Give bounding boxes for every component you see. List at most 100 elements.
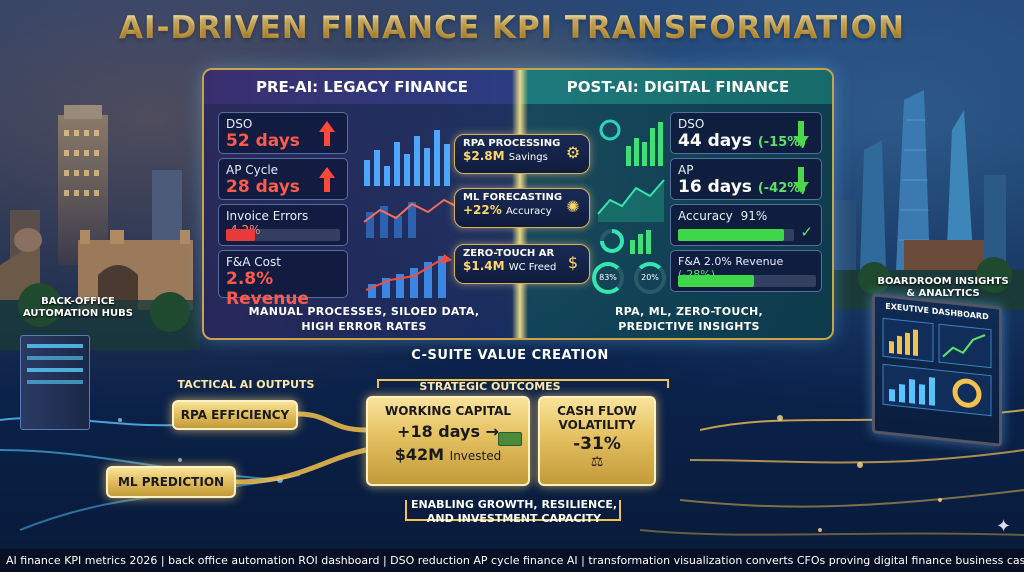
post-accuracy-label: Accuracy [678,209,733,223]
strategic-outcomes-label: STRATEGIC OUTCOMES [419,380,561,393]
post-ai-caption: RPA, ML, ZERO-TOUCH, PREDICTIVE INSIGHTS [554,304,824,334]
pre-ai-header: PRE-AI: LEGACY FINANCE [204,70,520,104]
sparkle-icon: ✦ [996,516,1012,537]
cash-stack-icon [498,432,522,446]
post-dso-value: 44 days [678,131,752,151]
lever-rpa-value: $2.8M [463,149,505,163]
working-capital-days: +18 days → [397,422,499,441]
brain-icon: ✺ [566,197,580,216]
enabling-growth-line2: AND INVESTMENT CAPACITY [426,512,602,525]
pre-errors-bar-track [226,229,340,241]
tactical-outputs-label: TACTICAL AI OUTPUTS [177,378,315,391]
pre-fa-value: 2.8% Revenue [226,269,309,309]
checkmark-icon: ✓ [800,223,813,241]
down-arrow-icon [793,121,809,147]
right-skyline-illustration [834,90,1024,310]
boardroom-label: BOARDROOM INSIGHTS & ANALYTICS [868,276,1018,300]
rpa-efficiency-box: RPA EFFICIENCY [172,400,298,430]
back-office-label-line1: BACK-OFFICE [41,296,115,307]
cash-flow-value: -31% [573,434,621,454]
post-dso-card: DSO 44 days (-15%) [670,112,822,154]
back-office-label-line2: AUTOMATION HUBS [23,308,133,319]
balance-scale-icon: ⚖ [590,454,604,470]
pre-ap-card: AP Cycle 28 days [218,158,348,200]
pre-dso-value: 52 days [226,131,300,151]
pre-fa-label: F&A Cost [226,255,281,269]
cash-flow-volatility-box: CASH FLOW VOLATILITY -31% ⚖ [538,396,656,486]
pre-errors-card: Invoice Errors 4.2% [218,204,348,246]
lever-ar-suffix: WC Freed [508,262,557,273]
post-bar-chart-icon [599,119,663,166]
post-fa-bar-fill [678,275,754,287]
kpi-comparison-panel: PRE-AI: LEGACY FINANCE POST-AI: DIGITAL … [202,68,834,340]
post-dso-label: DSO [678,117,705,131]
ml-prediction-box: ML PREDICTION [106,466,236,498]
post-fa-bar-track [678,275,816,287]
working-capital-box: WORKING CAPITAL +18 days → $42M Invested [366,396,530,486]
down-arrow-icon [793,167,809,193]
flow-connectors [235,379,669,521]
lever-ml-value-row: +22% Accuracy [463,203,581,217]
rpa-processing-card: RPA PROCESSING $2.8M Savings ⚙ [454,134,590,174]
post-accuracy-value: 91% [740,209,768,223]
post-ai-header: POST-AI: DIGITAL FINANCE [520,70,832,104]
lever-ar-value-row: $1.4M WC Freed [463,259,581,273]
gauge-row: 83% 20% [592,262,672,302]
gauge-one-value: 83% [599,273,617,282]
working-capital-invested: $42M [394,445,445,464]
cash-flow-title-line2: VOLATILITY [558,418,636,432]
lever-ml-suffix: Accuracy [505,206,552,217]
pre-errors-label: Invoice Errors [226,209,309,223]
pre-ai-caption-line2: HIGH ERROR RATES [301,320,427,333]
value-creation-title: C-SUITE VALUE CREATION [411,348,609,363]
post-donut-icon [600,229,651,254]
pre-line-chart-icon [363,198,457,238]
pre-growth-chart-icon [365,254,452,298]
boardroom-label-line1: BOARDROOM INSIGHTS [877,276,1009,287]
gauge-two-value: 20% [641,273,659,282]
ml-forecasting-card: ML FORECASTING +22% Accuracy ✺ [454,188,590,228]
dashboard-charts-icon [882,317,992,417]
zero-touch-ar-card: ZERO-TOUCH AR $1.4M WC Freed $ [454,244,590,284]
lever-ml-title: ML FORECASTING [463,192,563,203]
gauge-two: 20% [634,262,666,294]
working-capital-title: WORKING CAPITAL [384,404,512,418]
post-accuracy-bar-fill [678,229,784,241]
post-accuracy-bar-track [678,229,794,241]
pre-ai-caption-line1: MANUAL PROCESSES, SILOED DATA, [248,305,480,318]
lever-ml-value: +22% [463,203,502,217]
page-title: AI-DRIVEN FINANCE KPI TRANSFORMATION [0,10,1024,46]
post-ap-value: 16 days [678,177,752,197]
pre-fa-card: F&A Cost 2.8% Revenue [218,250,348,309]
up-arrow-icon [319,121,335,147]
up-arrow-icon [319,167,335,193]
cash-flow-title-line1: CASH FLOW [557,404,637,418]
post-line-chart-icon [597,179,665,222]
back-office-label: BACK-OFFICE AUTOMATION HUBS [18,296,138,320]
post-ap-label: AP [678,163,694,177]
working-capital-invested-label: Invested [449,449,502,463]
pre-dso-card: DSO 52 days [218,112,348,154]
pre-dso-label: DSO [226,117,253,131]
post-fa-text: F&A 2.0% Revenue [678,255,784,268]
gear-icon: ⚙ [565,143,581,162]
post-ap-card: AP 16 days (-42%) [670,158,822,200]
working-capital-invested-row: $42M Invested [368,445,528,464]
pre-ap-value: 28 days [226,177,300,197]
lever-ar-title: ZERO-TOUCH AR [463,248,555,259]
pre-bar-chart-icon [364,130,450,186]
enabling-growth-text: ENABLING GROWTH, RESILIENCE, AND INVESTM… [404,498,624,526]
post-ai-caption-line2: PREDICTIVE INSIGHTS [618,320,760,333]
boardroom-label-line2: & ANALYTICS [906,288,980,299]
pre-ai-caption: MANUAL PROCESSES, SILOED DATA, HIGH ERRO… [224,304,504,334]
lever-rpa-suffix: Savings [508,152,548,163]
server-rack-illustration [20,335,90,430]
executive-dashboard-monitor: EXEUTIVE DASHBOARD [872,293,1002,447]
enabling-growth-line1: ENABLING GROWTH, RESILIENCE, [410,498,618,511]
post-accuracy-row: Accuracy 91% [678,209,814,223]
lever-ar-value: $1.4M [463,259,505,273]
footer-caption: AI finance KPI metrics 2026 | back offic… [0,549,1024,572]
pre-ap-label: AP Cycle [226,163,279,177]
money-hand-icon: $ [567,253,579,272]
